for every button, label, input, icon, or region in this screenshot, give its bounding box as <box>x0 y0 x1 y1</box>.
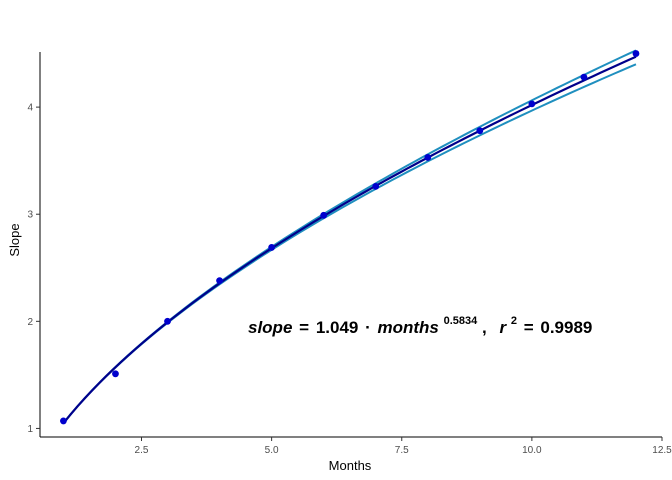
y-axis-title: Slope <box>7 223 22 256</box>
equation-coef: 1.049 <box>316 318 359 337</box>
equation-r-value: 0.9989 <box>540 318 592 337</box>
data-point <box>60 417 67 425</box>
equation-r-exponent: 2 <box>511 315 517 327</box>
axes-layer <box>39 52 662 438</box>
data-point <box>476 127 484 135</box>
y-tick-label: 2 <box>27 317 33 328</box>
equation-lhs: slope <box>248 318 292 337</box>
data-point <box>424 154 432 161</box>
data-point <box>580 73 588 81</box>
data-point <box>268 244 276 251</box>
x-tick-label: 2.5 <box>135 445 149 456</box>
data-point <box>216 277 223 285</box>
y-tick-label: 1 <box>27 424 33 435</box>
x-ticks-layer: 2.5 5.0 7.5 10.0 12.5 <box>135 437 672 456</box>
equation-comma: , <box>482 318 487 337</box>
y-tick-label: 3 <box>27 210 33 221</box>
equation-r: r <box>499 318 507 337</box>
x-tick-label: 12.5 <box>652 445 672 456</box>
data-points-layer <box>60 50 640 425</box>
data-point <box>320 211 328 219</box>
y-tick-label: 4 <box>27 103 33 114</box>
fit-line-layer <box>62 55 637 424</box>
data-point <box>632 50 640 57</box>
equation-exponent: 0.5834 <box>444 315 479 327</box>
band-upper-line <box>62 49 637 424</box>
equation-dot: · <box>365 318 371 337</box>
x-axis-title: Months <box>329 458 372 473</box>
fit-curve <box>62 55 637 424</box>
equation-var: months <box>378 318 439 337</box>
x-tick-label: 5.0 <box>265 445 279 456</box>
band-lower-line <box>62 63 637 424</box>
equation-equals: = <box>299 318 309 337</box>
data-point <box>112 370 119 378</box>
data-point <box>164 317 171 325</box>
data-point <box>372 182 380 190</box>
y-ticks-layer: 1 2 3 4 <box>27 103 40 435</box>
x-tick-label: 10.0 <box>522 445 542 456</box>
equation-r-equals: = <box>524 318 534 337</box>
x-tick-label: 7.5 <box>395 445 409 456</box>
confidence-band-layer <box>62 49 637 424</box>
fit-equation: slope = 1.049 · months 0.5834 , r 2 = 0.… <box>248 309 592 337</box>
data-point <box>528 100 536 108</box>
